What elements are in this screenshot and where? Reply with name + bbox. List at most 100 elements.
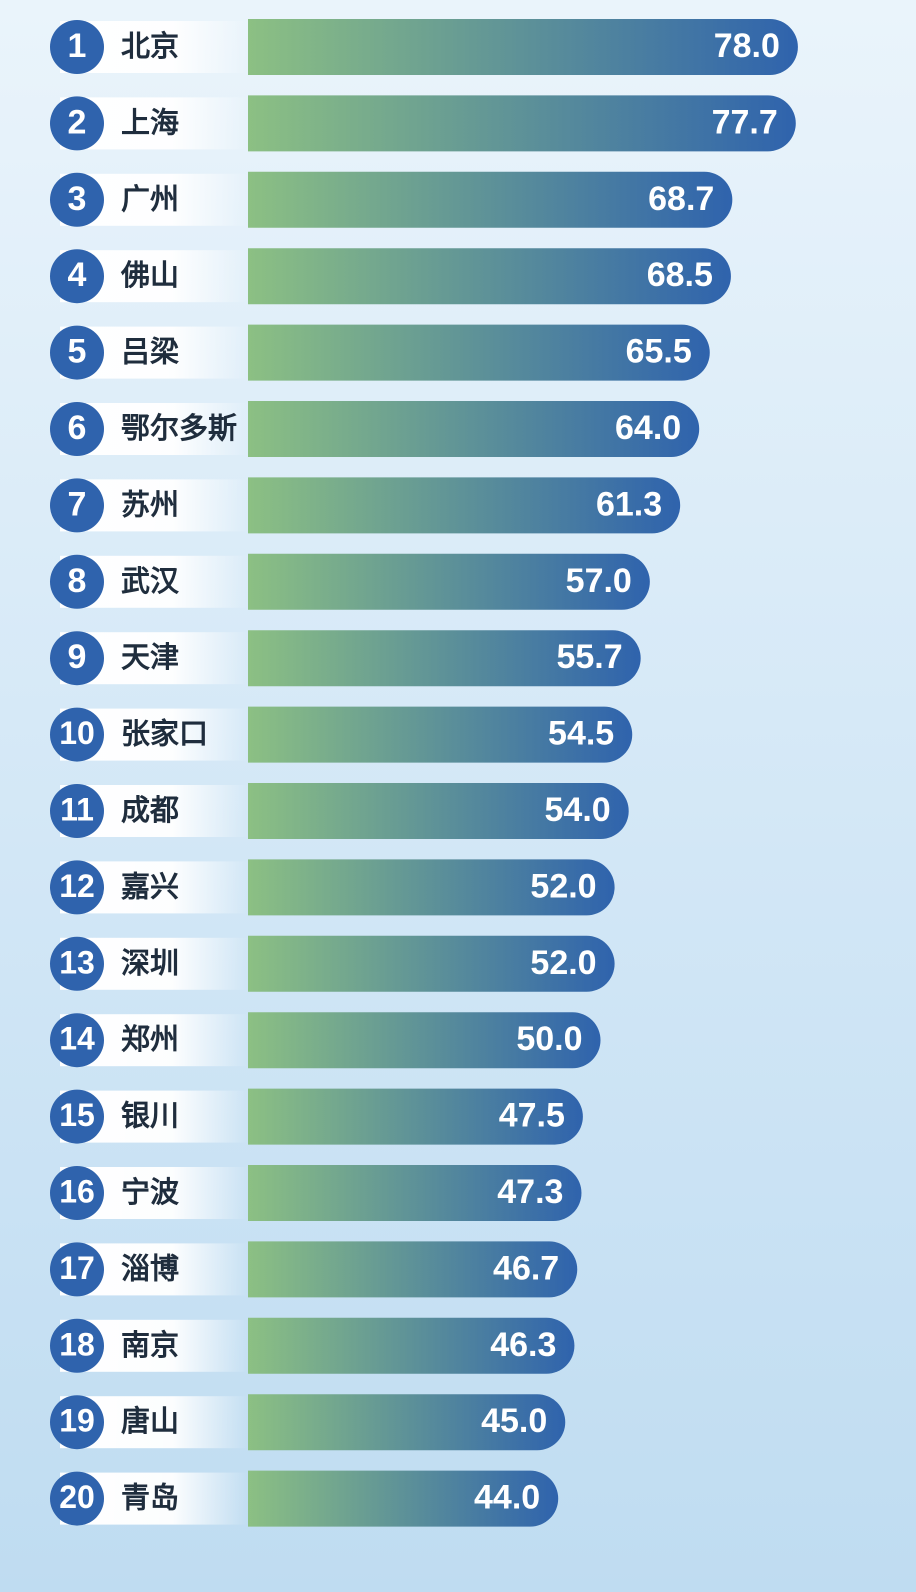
rank-number: 19 [59,1403,95,1439]
bar [248,1012,601,1069]
bar-row: 14 郑州 50.0 [50,1012,601,1069]
rank-circle [50,1013,104,1068]
value-label: 46.3 [490,1326,556,1364]
city-label: 南京 [121,1328,179,1362]
value-label: 55.7 [556,638,622,676]
rank-circle [50,707,104,762]
bar-row: 20 青岛 44.0 [50,1470,559,1527]
bar-row: 10 张家口 54.5 [50,706,633,763]
rank-circle [50,96,104,151]
bar-row: 15 银川 47.5 [50,1088,583,1145]
rank-number: 12 [59,868,95,904]
value-label: 45.0 [481,1402,547,1440]
bar [248,859,615,916]
value-label: 47.5 [499,1097,565,1135]
bar-row: 5 吕梁 65.5 [50,324,710,381]
value-label: 78.0 [714,27,780,65]
rank-circle [50,1318,104,1373]
bar [248,1394,566,1451]
city-label: 唐山 [121,1404,179,1438]
rank-number: 4 [68,256,87,294]
bar [248,19,798,75]
bar-row: 12 嘉兴 52.0 [50,859,615,916]
value-label: 64.0 [615,409,681,447]
city-label: 吕梁 [121,335,179,369]
value-label: 61.3 [596,485,662,523]
rank-circle [50,1471,104,1526]
city-label: 北京 [121,29,179,63]
bar-row: 8 武汉 57.0 [50,553,650,610]
rank-circle [50,860,104,915]
rank-circle [50,1242,104,1297]
bar [248,1241,578,1298]
city-label: 银川 [121,1099,179,1133]
rank-circle [50,20,104,74]
bar [248,477,681,534]
rank-number: 17 [59,1250,95,1286]
city-label: 武汉 [121,564,180,598]
rank-circle [50,478,104,533]
city-label: 郑州 [121,1022,179,1056]
bar-row: 3 广州 68.7 [50,171,733,228]
rank-circle [50,784,104,838]
rank-number: 1 [68,27,87,65]
bar-row: 9 天津 55.7 [50,630,641,687]
bar [248,95,796,152]
value-label: 52.0 [530,944,596,982]
bar [248,171,733,228]
city-label: 鄂尔多斯 [121,411,237,445]
rank-circle [50,936,104,991]
bar-row: 18 南京 46.3 [50,1317,575,1374]
value-label: 50.0 [516,1020,582,1058]
city-label: 青岛 [121,1481,179,1515]
bar-row: 2 上海 77.7 [50,95,796,152]
value-label: 57.0 [566,562,632,600]
value-label: 46.7 [493,1249,559,1287]
bar [248,1470,559,1527]
rank-circle [50,554,104,609]
rank-number: 5 [68,333,87,371]
bar-row: 4 佛山 68.5 [50,248,731,305]
city-label: 上海 [121,105,179,139]
rank-number: 16 [59,1173,95,1209]
bar [248,783,629,839]
city-label: 张家口 [121,717,208,751]
rank-number: 10 [59,715,95,751]
bar [248,1317,575,1374]
rank-number: 3 [68,180,87,218]
rank-number: 9 [68,638,87,676]
rank-number: 18 [59,1326,95,1362]
bar [248,1165,582,1221]
rank-circle [50,631,104,686]
rank-number: 15 [59,1097,95,1133]
rank-circle [50,1089,104,1144]
value-label: 65.5 [626,333,692,371]
bar [248,324,710,381]
value-label: 54.0 [545,791,611,829]
bar-row: 17 淄博 46.7 [50,1241,578,1298]
city-label: 宁波 [121,1175,180,1209]
rank-circle [50,172,104,227]
bar-row: 16 宁波 47.3 [50,1165,582,1221]
rank-number: 6 [68,409,87,447]
bar [248,401,700,457]
value-label: 68.5 [647,256,713,294]
value-label: 68.7 [648,180,714,218]
city-label: 嘉兴 [121,869,179,903]
city-label: 成都 [121,793,179,827]
city-label: 深圳 [121,946,179,980]
rank-number: 11 [60,791,94,827]
bar [248,935,615,992]
bar-row: 11 成都 54.0 [50,783,629,839]
rank-number: 7 [68,485,87,523]
rank-circle [50,1395,104,1450]
rank-number: 8 [68,562,87,600]
rank-circle [50,249,104,304]
bar-row: 6 鄂尔多斯 64.0 [50,401,700,457]
city-label: 天津 [121,640,179,674]
city-label: 苏州 [121,487,179,521]
bar [248,706,633,763]
rank-circle [50,325,104,380]
rank-number: 20 [59,1479,95,1515]
